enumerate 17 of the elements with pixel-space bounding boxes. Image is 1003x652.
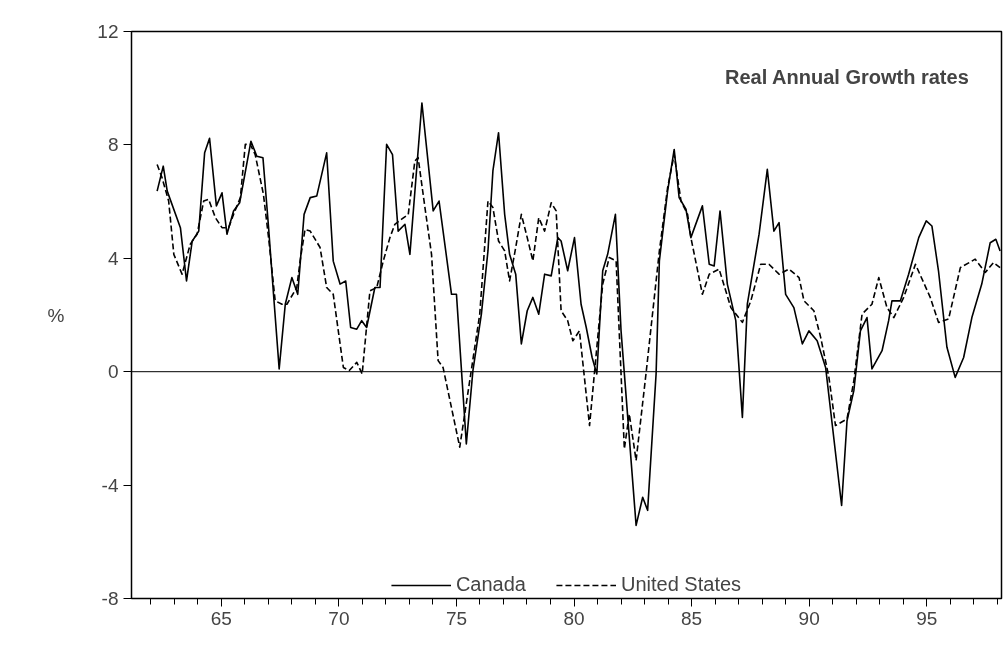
x-tick-label: 85	[681, 607, 703, 629]
text: Real Annual Growth rates	[725, 65, 969, 88]
x-tick-label: 90	[798, 607, 820, 629]
y-axis-title: %	[47, 304, 65, 326]
y-tick-label: 8	[107, 134, 119, 156]
y-tick-label: -8	[101, 588, 119, 609]
y-tick-label: 4	[107, 247, 119, 269]
x-tick-label: 70	[328, 607, 350, 629]
y-tick-label: 0	[107, 361, 119, 383]
legend-label: Canada	[455, 573, 526, 596]
x-tick-label: 95	[916, 607, 938, 629]
y-tick-label: 12	[97, 21, 119, 42]
y-tick-label: -4	[101, 474, 119, 496]
x-tick-label: 75	[445, 607, 468, 629]
legend-label: United States	[620, 573, 742, 596]
x-tick-label: 80	[563, 607, 585, 629]
x-tick-label: 65	[210, 607, 232, 629]
